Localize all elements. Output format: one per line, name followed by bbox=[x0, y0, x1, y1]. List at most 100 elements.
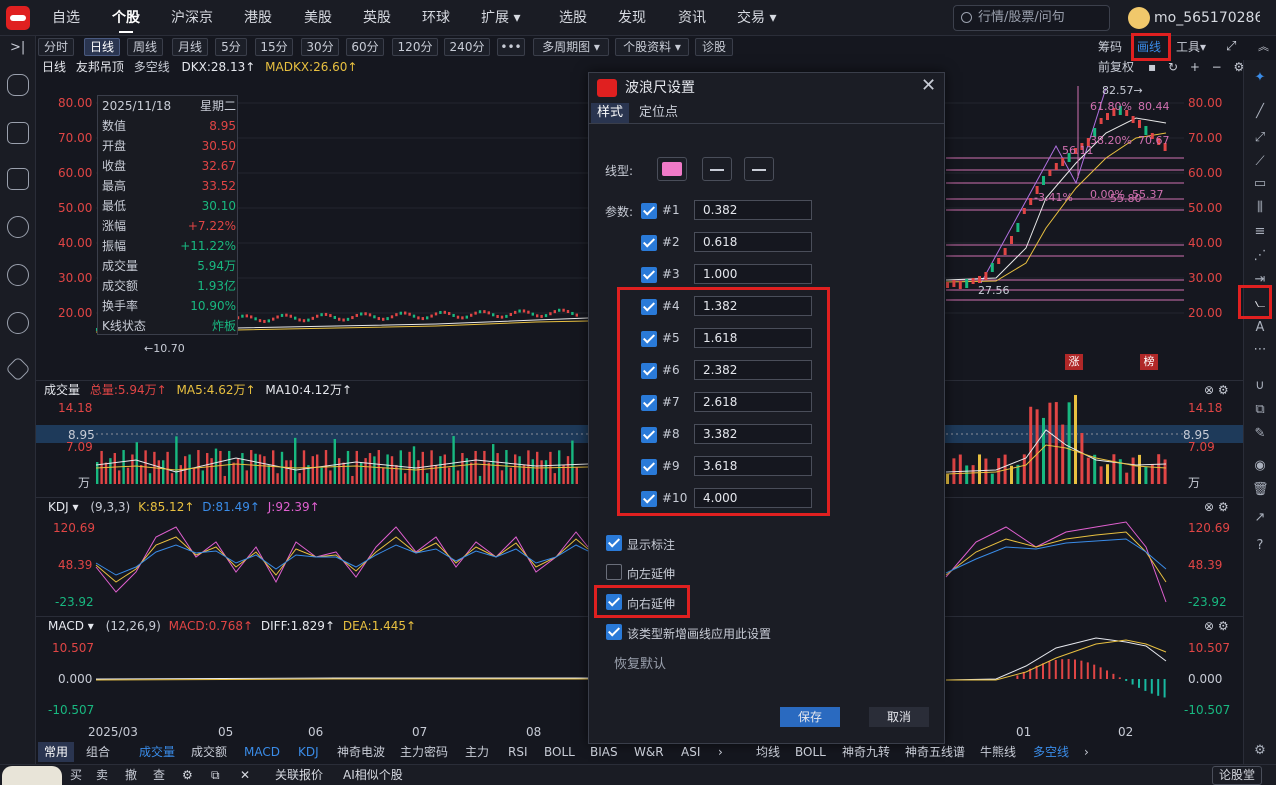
indicator-wr[interactable]: W&R bbox=[634, 745, 664, 759]
rank-badge[interactable]: 榜 bbox=[1140, 354, 1158, 370]
nav-global[interactable]: 环球 bbox=[422, 10, 450, 26]
line-style-picker[interactable] bbox=[744, 157, 774, 181]
line-color-picker[interactable] bbox=[657, 157, 687, 181]
kdj-pane-controls-icon[interactable]: ⊗ ⚙ bbox=[1204, 500, 1229, 514]
period-240min[interactable]: 240分 bbox=[444, 38, 490, 56]
overlay-magic-five[interactable]: 神奇五线谱 bbox=[905, 745, 966, 759]
param-checkbox[interactable] bbox=[641, 299, 657, 315]
limit-up-badge[interactable]: 涨 bbox=[1065, 354, 1083, 370]
param-value-input[interactable]: 1.382 bbox=[694, 296, 812, 316]
ray-tool-icon[interactable]: ⤢ bbox=[1254, 130, 1266, 145]
window-icon[interactable]: ⧉ bbox=[211, 768, 220, 782]
pin-icon[interactable]: ✦ bbox=[1254, 70, 1266, 85]
link-icon[interactable] bbox=[7, 312, 29, 334]
param-value-input[interactable]: 3.382 bbox=[694, 424, 812, 444]
eye-icon[interactable]: ◉ bbox=[1254, 458, 1266, 473]
volume-title[interactable]: 成交量 bbox=[44, 383, 81, 397]
param-checkbox[interactable] bbox=[641, 427, 657, 443]
copy-icon[interactable]: ⧉ bbox=[1255, 402, 1265, 417]
save-button[interactable]: 保存 bbox=[780, 707, 840, 727]
param-value-input[interactable]: 0.618 bbox=[694, 232, 812, 252]
edit-icon[interactable]: ✎ bbox=[1254, 426, 1266, 441]
indicator-main-code[interactable]: 主力密码 bbox=[400, 745, 449, 759]
indicator-macd[interactable]: MACD bbox=[244, 745, 280, 759]
ai-similar-stocks-button[interactable]: AI相似个股 bbox=[343, 768, 403, 782]
period-daily[interactable]: 日线 bbox=[84, 38, 120, 56]
indicator-rsi[interactable]: RSI bbox=[508, 745, 528, 759]
extend-right-label[interactable]: 向右延伸 bbox=[627, 597, 676, 611]
close-icon[interactable]: ✕ bbox=[240, 768, 251, 782]
nav-news[interactable]: 资讯 bbox=[678, 10, 706, 26]
period-60min[interactable]: 60分 bbox=[346, 38, 384, 56]
avatar[interactable] bbox=[1128, 7, 1150, 29]
param-checkbox[interactable] bbox=[641, 267, 657, 283]
pane-controls-icon[interactable]: ▪ ↻ + − ⚙ bbox=[1148, 60, 1249, 74]
param-value-input[interactable]: 2.382 bbox=[694, 360, 812, 380]
username[interactable]: mo_565170286 bbox=[1154, 10, 1260, 26]
settings-icon[interactable]: ⚙ bbox=[1254, 743, 1266, 758]
nav-sh-sz-bj[interactable]: 沪深京 bbox=[171, 10, 213, 26]
param-value-input[interactable]: 0.382 bbox=[694, 200, 812, 220]
forum-button[interactable]: 论股堂 bbox=[1212, 766, 1263, 785]
search-input[interactable]: 行情/股票/问句 bbox=[953, 5, 1110, 31]
rect-tool-icon[interactable]: ▭ bbox=[1253, 176, 1267, 191]
more-periods-button[interactable]: ••• bbox=[497, 38, 525, 56]
chips-button[interactable]: 筹码 bbox=[1098, 40, 1123, 54]
monitor-icon[interactable] bbox=[7, 122, 29, 144]
trash-icon[interactable]: 🗑 bbox=[1252, 482, 1269, 497]
channel-tool-icon[interactable]: ⫼ bbox=[1257, 200, 1263, 215]
period-120min[interactable]: 120分 bbox=[392, 38, 438, 56]
extend-left-checkbox[interactable] bbox=[606, 564, 622, 580]
fib-tool-icon[interactable]: ≡ bbox=[1254, 224, 1266, 239]
indicator-volume[interactable]: 成交量 bbox=[139, 745, 176, 759]
param-value-input[interactable]: 3.618 bbox=[694, 456, 812, 476]
cancel-order-button[interactable]: 撤 bbox=[125, 768, 138, 782]
indicator-main[interactable]: 主力 bbox=[465, 745, 490, 759]
param-value-input[interactable]: 1.000 bbox=[694, 264, 812, 284]
overlay-ma[interactable]: 均线 bbox=[756, 745, 781, 759]
text-tool-icon[interactable]: A bbox=[1255, 320, 1265, 335]
diamond-icon[interactable] bbox=[5, 356, 31, 382]
magnet-icon[interactable]: ∪ bbox=[1255, 378, 1265, 393]
indicator-kdj[interactable]: KDJ bbox=[298, 745, 319, 759]
overlay-boll[interactable]: BOLL bbox=[795, 745, 826, 759]
param-value-input[interactable]: 4.000 bbox=[694, 488, 812, 508]
wave-ruler-tool-icon[interactable]: ⦦ bbox=[1254, 296, 1266, 311]
param-checkbox[interactable] bbox=[641, 203, 657, 219]
polyline-tool-icon[interactable]: ⟋ bbox=[1255, 154, 1265, 169]
diagnose-button[interactable]: 诊股 bbox=[695, 38, 733, 56]
macd-title[interactable]: MACD ▾ bbox=[48, 619, 94, 633]
compass-icon[interactable] bbox=[7, 216, 29, 238]
drawing-button[interactable]: 画线 bbox=[1137, 40, 1162, 54]
close-icon[interactable]: ✕ bbox=[921, 75, 937, 96]
tab-style[interactable]: 样式 bbox=[591, 103, 630, 123]
mode-label[interactable]: 多空线 bbox=[133, 60, 170, 74]
apply-to-new-label[interactable]: 该类型新增画线应用此设置 bbox=[627, 627, 772, 641]
share-icon[interactable]: ↗ bbox=[1254, 510, 1266, 525]
more-indicators-icon[interactable]: › bbox=[718, 745, 723, 759]
chat-icon[interactable] bbox=[7, 264, 29, 286]
nav-hk[interactable]: 港股 bbox=[244, 10, 272, 26]
indicator-magic-wave[interactable]: 神奇电波 bbox=[337, 745, 386, 759]
nav-extend[interactable]: 扩展 ▾ bbox=[481, 10, 521, 26]
extend-right-checkbox[interactable] bbox=[606, 594, 622, 610]
show-label-label[interactable]: 显示标注 bbox=[627, 538, 676, 552]
help-icon[interactable]: ? bbox=[1256, 538, 1264, 553]
reset-default-button[interactable]: 恢复默认 bbox=[614, 657, 667, 672]
period-5min[interactable]: 5分 bbox=[215, 38, 247, 56]
kdj-title[interactable]: KDJ ▾ bbox=[48, 500, 79, 514]
measure-tool-icon[interactable]: ⇥ bbox=[1254, 272, 1266, 287]
fullscreen-icon[interactable]: ⤢ bbox=[1226, 39, 1237, 54]
param-checkbox[interactable] bbox=[641, 491, 657, 507]
param-checkbox[interactable] bbox=[641, 459, 657, 475]
period-30min[interactable]: 30分 bbox=[301, 38, 339, 56]
tools-dropdown[interactable]: 工具▾ bbox=[1176, 40, 1207, 54]
overlay-bull-bear[interactable]: 牛熊线 bbox=[980, 745, 1017, 759]
more-overlays-icon[interactable]: › bbox=[1084, 745, 1089, 759]
stock-info-dropdown[interactable]: 个股资料 ▾ bbox=[615, 38, 689, 56]
tab-combo[interactable]: 组合 bbox=[86, 745, 111, 759]
sell-button[interactable]: 卖 bbox=[96, 768, 109, 782]
param-value-input[interactable]: 2.618 bbox=[694, 392, 812, 412]
indicator-turnover[interactable]: 成交额 bbox=[191, 745, 228, 759]
fan-tool-icon[interactable]: ⋰ bbox=[1253, 248, 1267, 263]
